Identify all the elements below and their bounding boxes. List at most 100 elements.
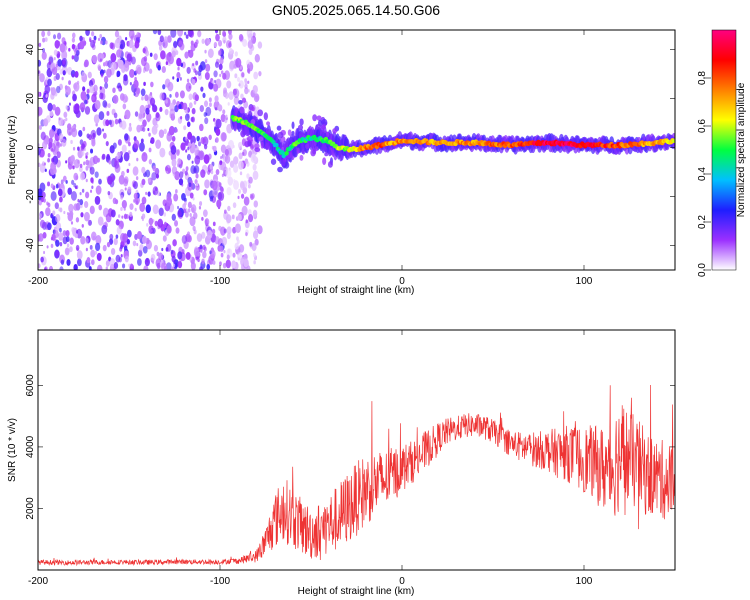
spectrogram-noise-blob bbox=[228, 30, 232, 35]
spectrogram-noise-blob bbox=[242, 38, 248, 47]
spectrogram-y-axis-label: Frequency (Hz) bbox=[7, 116, 18, 185]
spectrogram-noise-blob bbox=[176, 71, 181, 79]
spectrogram-noise-blob bbox=[68, 203, 74, 213]
spectrogram-noise-blob bbox=[63, 210, 66, 215]
spectrogram-noise-blob bbox=[232, 144, 235, 149]
spectrogram-noise-blob bbox=[126, 168, 130, 174]
spectrogram-noise-blob bbox=[148, 68, 153, 74]
spectrogram-noise-blob bbox=[116, 70, 121, 77]
spectrogram-ridge-scatter bbox=[270, 158, 277, 165]
spectrogram-noise-blob bbox=[51, 148, 54, 152]
spectrogram-noise-blob bbox=[182, 102, 188, 111]
spectrogram-noise-blob bbox=[81, 71, 86, 78]
spectrogram-noise-blob bbox=[234, 73, 238, 79]
spectrogram-noise-blob bbox=[76, 250, 83, 260]
spectrogram-noise-blob bbox=[42, 37, 46, 43]
spectrogram-noise-blob bbox=[115, 254, 121, 263]
spectrogram-noise-blob bbox=[141, 166, 146, 174]
spectrogram-noise-blob bbox=[147, 127, 150, 132]
spectrogram-noise-blob bbox=[38, 263, 41, 269]
spectrogram-noise-blob bbox=[133, 181, 138, 190]
spectrogram-noise-blob bbox=[220, 186, 224, 192]
spectrogram-noise-blob bbox=[53, 56, 56, 61]
colorbar-tick-label: 0.6 bbox=[697, 119, 708, 133]
spectrogram-noise-blob bbox=[222, 30, 226, 37]
spectrogram-noise-blob bbox=[197, 252, 201, 257]
spectrogram-ridge-scatter bbox=[236, 121, 242, 129]
spectrogram-noise-blob bbox=[171, 158, 177, 167]
spectrogram-noise-blob bbox=[116, 152, 121, 160]
spectrogram-noise-blob bbox=[237, 141, 243, 149]
spectrogram-noise-blob bbox=[44, 37, 48, 42]
spectrogram-noise-blob bbox=[247, 33, 254, 42]
spectrogram-noise-blob bbox=[55, 184, 59, 189]
spectrogram-noise-blob bbox=[60, 179, 64, 185]
spectrogram-noise-blob bbox=[62, 230, 67, 237]
spectrogram-noise-blob bbox=[54, 202, 59, 210]
spectrogram-noise-blob bbox=[235, 57, 242, 68]
spectrogram-noise-blob bbox=[143, 265, 149, 270]
spectrogram-noise-blob bbox=[206, 229, 213, 239]
spectrogram-noise-blob bbox=[136, 243, 139, 247]
spectrogram-noise-blob bbox=[252, 209, 258, 218]
spectrogram-ridge-scatter bbox=[287, 129, 292, 136]
spectrogram-noise-blob bbox=[105, 213, 112, 223]
spectrogram-noise-blob bbox=[95, 122, 98, 127]
spectrogram-noise-blob bbox=[199, 61, 206, 71]
spectrogram-noise-blob bbox=[254, 53, 260, 63]
spectrogram-noise-blob bbox=[95, 235, 102, 245]
spectrogram-noise-blob bbox=[98, 66, 102, 72]
spectrogram-noise-blob bbox=[100, 73, 104, 78]
spectrogram-ridge-scatter bbox=[322, 157, 327, 166]
spectrogram-noise-blob bbox=[257, 41, 263, 49]
spectrogram-ridge-scatter bbox=[266, 121, 271, 126]
spectrogram-noise-blob bbox=[195, 60, 199, 66]
spectrogram-noise-blob bbox=[220, 70, 224, 75]
spectrogram-noise-blob bbox=[41, 141, 48, 150]
spectrogram-noise-blob bbox=[134, 40, 140, 49]
spectrogram-noise-blob bbox=[94, 195, 101, 205]
spectrogram-noise-blob bbox=[184, 211, 189, 218]
spectrogram-noise-blob bbox=[203, 154, 210, 164]
spectrogram-noise-blob bbox=[144, 257, 150, 267]
spectrogram-noise-blob bbox=[75, 185, 79, 190]
spectrogram-noise-blob bbox=[210, 170, 214, 175]
spectrogram-noise-blob bbox=[201, 258, 205, 265]
spectrogram-noise-blob bbox=[70, 190, 77, 201]
spectrogram-noise-blob bbox=[165, 164, 171, 175]
snr-frame bbox=[37, 329, 676, 571]
spectrogram-noise-blob bbox=[102, 132, 107, 139]
spectrogram-ridge-scatter bbox=[263, 112, 268, 121]
spectrogram-noise-blob bbox=[199, 123, 204, 132]
spectrogram-noise-blob bbox=[72, 165, 75, 170]
spectrogram-noise-blob bbox=[43, 198, 46, 203]
spectrogram-noise-blob bbox=[165, 247, 169, 252]
spectrogram-noise-blob bbox=[254, 238, 259, 246]
spectrogram-noise-blob bbox=[75, 49, 80, 56]
spectrogram-noise-blob bbox=[234, 223, 241, 233]
spectrogram-noise-blob bbox=[106, 241, 111, 248]
spectrogram-noise-blob bbox=[124, 255, 129, 263]
spectrogram-noise-blob bbox=[246, 160, 249, 164]
spectrogram-noise-blob bbox=[47, 30, 51, 37]
snr-x-tick-label: -100 bbox=[210, 576, 230, 587]
spectrogram-noise-blob bbox=[208, 97, 212, 103]
spectrogram-noise-blob bbox=[93, 84, 98, 93]
spectrogram-noise-blob bbox=[220, 131, 227, 142]
spectrogram-noise-blob bbox=[232, 202, 237, 209]
spectrogram-noise-blob bbox=[222, 72, 227, 80]
spectrogram-noise-blob bbox=[204, 179, 210, 189]
spectrogram-y-tick-label: 40 bbox=[25, 44, 36, 56]
spectrogram-noise-blob bbox=[234, 51, 238, 57]
spectrogram-noise-blob bbox=[145, 204, 151, 214]
spectrogram-noise-blob bbox=[183, 197, 187, 203]
spectrogram-noise-blob bbox=[177, 30, 183, 37]
spectrogram-noise-blob bbox=[119, 43, 124, 49]
spectrogram-noise-blob bbox=[251, 243, 257, 252]
spectrogram-noise-blob bbox=[198, 205, 202, 210]
spectrogram-noise-blob bbox=[79, 35, 83, 42]
spectrogram-noise-blob bbox=[233, 96, 240, 105]
spectrogram-noise-blob bbox=[158, 207, 164, 217]
spectrogram-noise-blob bbox=[137, 249, 143, 257]
spectrogram-noise-blob bbox=[179, 90, 185, 99]
